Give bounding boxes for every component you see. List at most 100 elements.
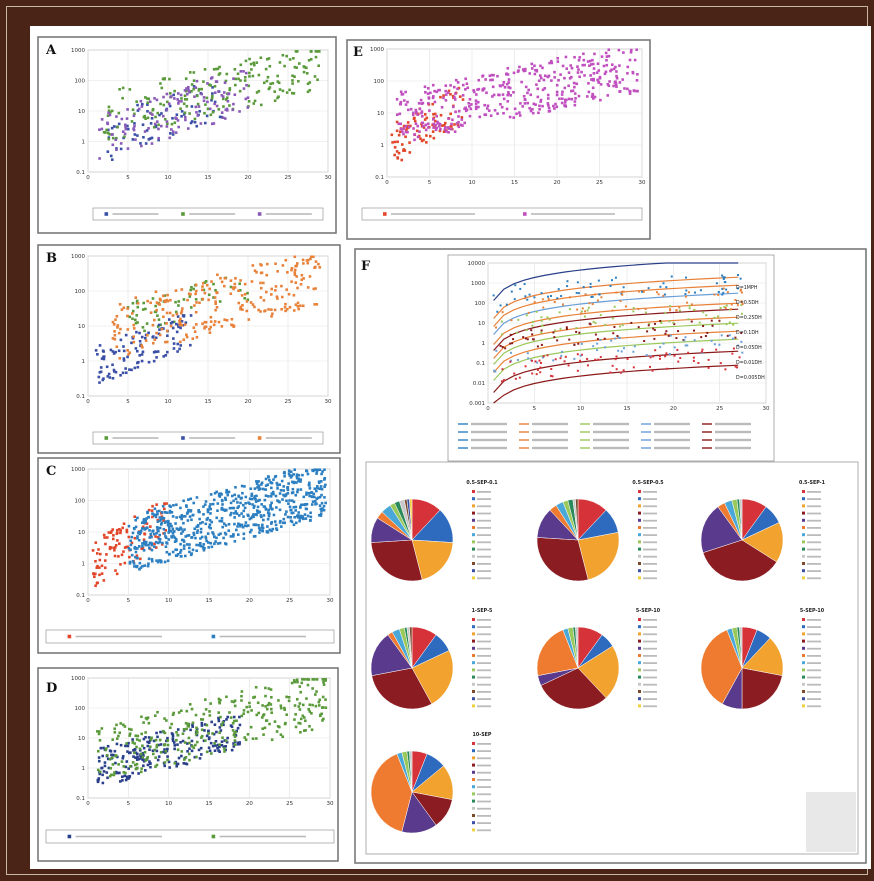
data-point bbox=[618, 325, 621, 328]
data-point-s1 bbox=[132, 526, 136, 530]
data-point-s1 bbox=[423, 85, 427, 89]
data-point-s0 bbox=[210, 98, 213, 102]
data-point-s0 bbox=[123, 774, 127, 778]
legend-label-placeholder bbox=[112, 437, 159, 439]
pie-legend-label-placeholder bbox=[477, 807, 491, 810]
data-point-s0 bbox=[94, 572, 97, 576]
panel-f-letter: F bbox=[361, 259, 371, 274]
data-point-s2 bbox=[179, 317, 182, 321]
data-point-s1 bbox=[187, 546, 191, 550]
data-point-s1 bbox=[553, 70, 556, 74]
data-point-s0 bbox=[439, 113, 443, 117]
data-point-s1 bbox=[261, 727, 264, 731]
data-point-s1 bbox=[122, 359, 126, 362]
data-point-s1 bbox=[194, 536, 197, 540]
y-tick-label: 1000 bbox=[71, 467, 85, 473]
data-point-s0 bbox=[190, 285, 193, 289]
data-point-s1 bbox=[225, 695, 228, 699]
data-point-s1 bbox=[124, 367, 127, 370]
data-point-s0 bbox=[393, 153, 397, 157]
data-point-s2 bbox=[171, 314, 175, 317]
data-point-s1 bbox=[188, 71, 192, 74]
data-point bbox=[732, 323, 735, 326]
data-point-s0 bbox=[124, 778, 128, 782]
data-point-s1 bbox=[166, 758, 169, 762]
data-point bbox=[687, 318, 690, 321]
data-point-s0 bbox=[139, 557, 142, 561]
data-point-s1 bbox=[102, 350, 105, 353]
data-point-s0 bbox=[433, 119, 437, 123]
data-point-s0 bbox=[398, 130, 402, 134]
data-point-s1 bbox=[610, 63, 614, 67]
data-point-s0 bbox=[131, 771, 134, 775]
data-point-s1 bbox=[184, 535, 188, 538]
pie-legend-label-placeholder bbox=[477, 779, 491, 781]
data-point bbox=[713, 293, 716, 296]
pie-legend-label-placeholder bbox=[807, 570, 821, 572]
data-point-s1 bbox=[449, 84, 452, 87]
data-point bbox=[673, 323, 676, 326]
data-point-s1 bbox=[274, 494, 278, 498]
data-point-s0 bbox=[121, 756, 125, 760]
y-tick-label: 100 bbox=[475, 301, 486, 307]
data-point-s1 bbox=[200, 728, 204, 732]
data-point bbox=[501, 368, 504, 371]
data-point-s1 bbox=[188, 515, 192, 518]
data-point-s2 bbox=[260, 263, 263, 267]
data-point-s0 bbox=[433, 112, 437, 116]
data-point-s0 bbox=[113, 548, 116, 552]
x-tick-label: 10 bbox=[165, 175, 172, 181]
data-point-s1 bbox=[321, 470, 324, 473]
pie-legend-marker bbox=[638, 540, 641, 544]
data-point-s1 bbox=[158, 328, 161, 331]
data-point-s1 bbox=[135, 762, 139, 766]
data-point-s1 bbox=[288, 505, 292, 509]
data-point-s2 bbox=[202, 96, 206, 99]
pie-legend-marker bbox=[802, 690, 805, 693]
data-point-s1 bbox=[324, 483, 327, 487]
data-point-s2 bbox=[132, 323, 136, 327]
pie-legend-marker bbox=[802, 661, 805, 665]
data-point-s1 bbox=[602, 64, 606, 68]
pie-legend-marker bbox=[638, 576, 641, 580]
data-point-s1 bbox=[164, 520, 168, 523]
data-point bbox=[533, 296, 536, 299]
data-point-s2 bbox=[124, 127, 128, 131]
data-point-s2 bbox=[153, 122, 157, 126]
data-point-s1 bbox=[170, 535, 173, 538]
data-point-s1 bbox=[233, 735, 237, 738]
data-point-s1 bbox=[406, 108, 410, 112]
data-point-s2 bbox=[245, 309, 249, 313]
data-point-s1 bbox=[520, 80, 523, 84]
pie-legend-label-placeholder bbox=[807, 541, 821, 544]
data-point-s0 bbox=[121, 755, 125, 758]
data-point-s1 bbox=[472, 90, 476, 94]
data-point-s1 bbox=[615, 85, 618, 89]
data-point-s0 bbox=[203, 729, 206, 732]
data-point-s1 bbox=[130, 368, 133, 372]
data-point-s1 bbox=[150, 548, 154, 552]
data-point-s2 bbox=[300, 278, 304, 282]
legend-label-placeholder bbox=[654, 430, 690, 434]
data-point-s1 bbox=[218, 495, 222, 498]
pie-legend-marker bbox=[472, 770, 475, 774]
data-point-s2 bbox=[126, 108, 129, 111]
data-point-s1 bbox=[316, 468, 319, 472]
data-point-s1 bbox=[426, 102, 430, 105]
data-point-s1 bbox=[314, 55, 318, 59]
data-point-s0 bbox=[91, 549, 95, 552]
data-point bbox=[669, 304, 672, 307]
data-point-s1 bbox=[225, 488, 228, 492]
pie-title: 0.5-SEP-0.1 bbox=[466, 480, 497, 486]
data-point-s2 bbox=[164, 340, 167, 344]
pie-legend-label-placeholder bbox=[643, 512, 657, 515]
x-tick-label: 0 bbox=[86, 399, 90, 405]
model-curve bbox=[493, 276, 739, 319]
data-point-s1 bbox=[283, 708, 287, 711]
data-point bbox=[673, 346, 676, 349]
data-point-s1 bbox=[243, 76, 247, 79]
data-point-s1 bbox=[201, 718, 205, 721]
data-point-s1 bbox=[311, 678, 315, 681]
x-tick-label: 30 bbox=[327, 801, 334, 807]
data-point-s1 bbox=[179, 555, 183, 558]
